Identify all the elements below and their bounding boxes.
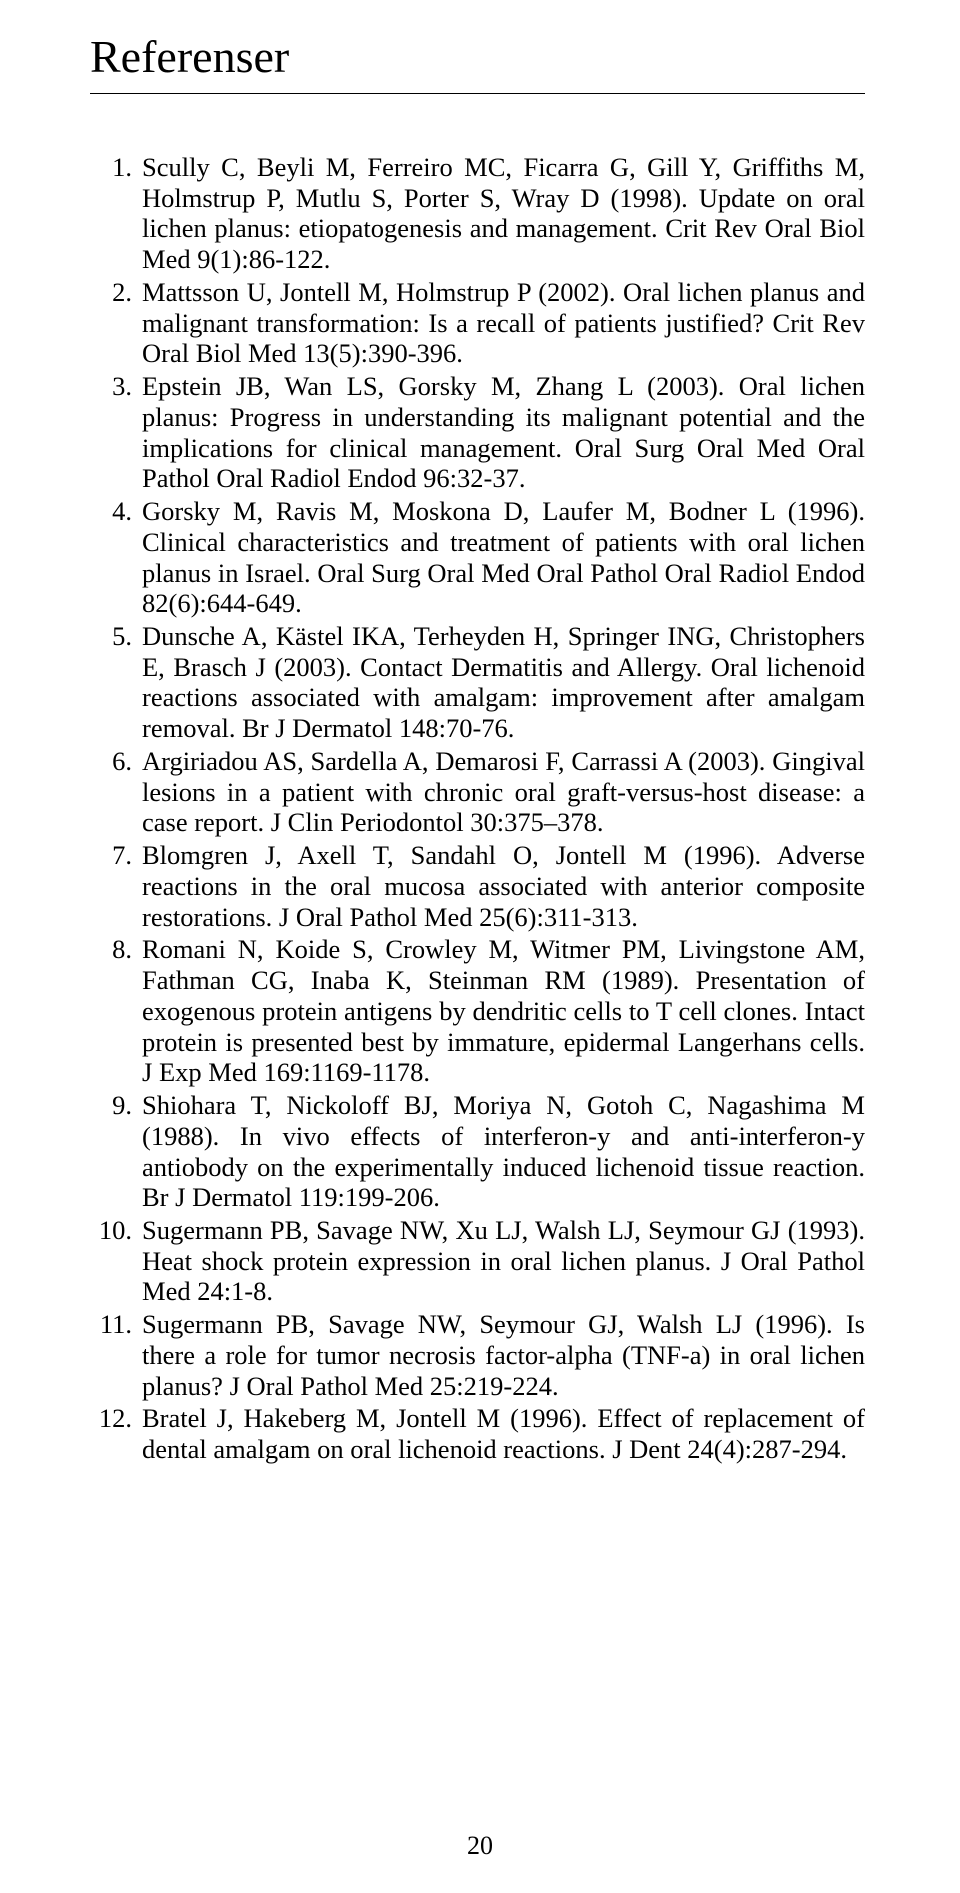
reference-item: 9. Shiohara T, Nickoloff BJ, Moriya N, G… — [90, 1090, 865, 1213]
reference-item: 7. Blomgren J, Axell T, Sandahl O, Jonte… — [90, 840, 865, 932]
page-title: Referenser — [90, 30, 865, 83]
reference-item: 6. Argiriadou AS, Sardella A, Demarosi F… — [90, 746, 865, 838]
reference-item: 2. Mattsson U, Jontell M, Holmstrup P (2… — [90, 277, 865, 369]
reference-text: Shiohara T, Nickoloff BJ, Moriya N, Goto… — [142, 1090, 865, 1213]
title-rule — [90, 93, 865, 94]
reference-number: 6. — [90, 746, 142, 838]
reference-number: 7. — [90, 840, 142, 932]
reference-item: 8. Romani N, Koide S, Crowley M, Witmer … — [90, 934, 865, 1088]
reference-item: 5. Dunsche A, Kästel IKA, Terheyden H, S… — [90, 621, 865, 744]
reference-number: 1. — [90, 152, 142, 275]
reference-number: 10. — [90, 1215, 142, 1307]
reference-text: Romani N, Koide S, Crowley M, Witmer PM,… — [142, 934, 865, 1088]
page-number: 20 — [0, 1831, 960, 1861]
reference-text: Gorsky M, Ravis M, Moskona D, Laufer M, … — [142, 496, 865, 619]
reference-text: Sugermann PB, Savage NW, Seymour GJ, Wal… — [142, 1309, 865, 1401]
reference-number: 8. — [90, 934, 142, 1088]
reference-text: Mattsson U, Jontell M, Holmstrup P (2002… — [142, 277, 865, 369]
reference-number: 2. — [90, 277, 142, 369]
reference-item: 1. Scully C, Beyli M, Ferreiro MC, Ficar… — [90, 152, 865, 275]
reference-number: 4. — [90, 496, 142, 619]
reference-number: 12. — [90, 1403, 142, 1464]
reference-item: 3. Epstein JB, Wan LS, Gorsky M, Zhang L… — [90, 371, 865, 494]
reference-text: Dunsche A, Kästel IKA, Terheyden H, Spri… — [142, 621, 865, 744]
reference-number: 11. — [90, 1309, 142, 1401]
reference-text: Argiriadou AS, Sardella A, Demarosi F, C… — [142, 746, 865, 838]
reference-text: Blomgren J, Axell T, Sandahl O, Jontell … — [142, 840, 865, 932]
reference-number: 5. — [90, 621, 142, 744]
reference-text: Epstein JB, Wan LS, Gorsky M, Zhang L (2… — [142, 371, 865, 494]
reference-item: 4. Gorsky M, Ravis M, Moskona D, Laufer … — [90, 496, 865, 619]
reference-list: 1. Scully C, Beyli M, Ferreiro MC, Ficar… — [90, 152, 865, 1465]
reference-text: Sugermann PB, Savage NW, Xu LJ, Walsh LJ… — [142, 1215, 865, 1307]
reference-number: 9. — [90, 1090, 142, 1213]
reference-item: 10. Sugermann PB, Savage NW, Xu LJ, Wals… — [90, 1215, 865, 1307]
reference-number: 3. — [90, 371, 142, 494]
reference-text: Bratel J, Hakeberg M, Jontell M (1996). … — [142, 1403, 865, 1464]
reference-item: 12. Bratel J, Hakeberg M, Jontell M (199… — [90, 1403, 865, 1464]
reference-text: Scully C, Beyli M, Ferreiro MC, Ficarra … — [142, 152, 865, 275]
reference-item: 11. Sugermann PB, Savage NW, Seymour GJ,… — [90, 1309, 865, 1401]
